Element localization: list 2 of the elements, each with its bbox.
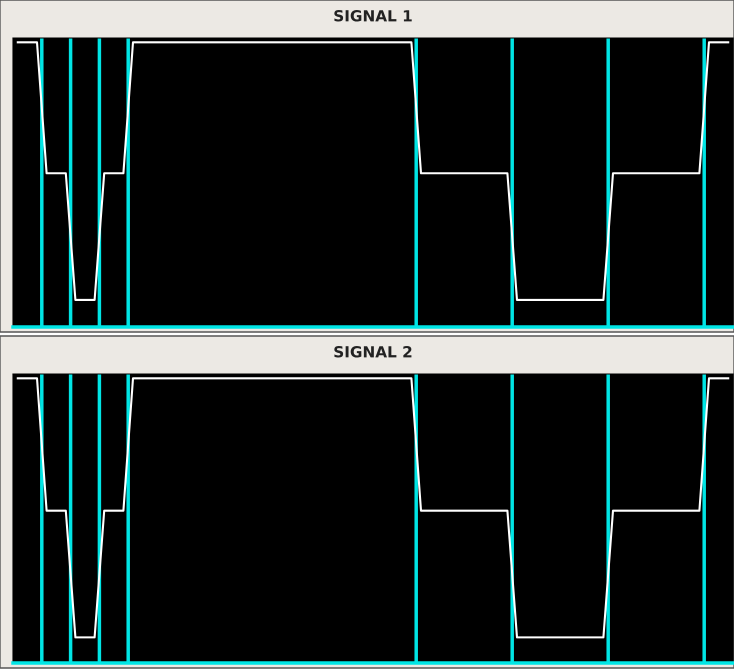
chart-title: SIGNAL 2 [334, 346, 412, 358]
chart-title: SIGNAL 1 [334, 10, 412, 22]
